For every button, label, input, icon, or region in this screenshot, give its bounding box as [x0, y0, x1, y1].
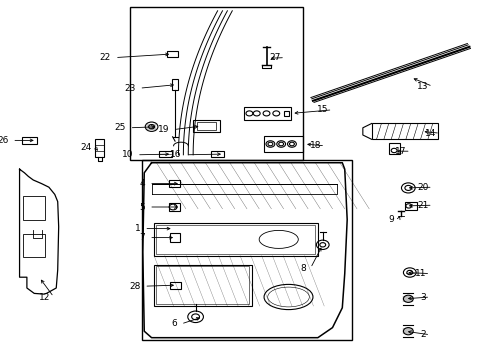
Text: 23: 23 — [124, 84, 135, 93]
Text: 27: 27 — [269, 53, 281, 62]
Bar — [171, 79, 178, 90]
Text: 10: 10 — [121, 150, 133, 159]
Bar — [170, 233, 180, 242]
Text: 1: 1 — [134, 224, 140, 233]
Bar — [154, 265, 251, 306]
Bar — [129, 7, 303, 160]
Bar — [23, 196, 45, 220]
Text: 8: 8 — [300, 264, 306, 273]
Text: 20: 20 — [417, 183, 428, 192]
Bar — [156, 266, 249, 304]
Bar — [23, 234, 45, 257]
Bar — [197, 122, 215, 130]
Text: 3: 3 — [420, 292, 426, 302]
Text: 24: 24 — [80, 143, 91, 152]
Text: 19: 19 — [158, 125, 169, 134]
Text: 12: 12 — [39, 292, 50, 302]
Text: 5: 5 — [139, 202, 145, 211]
Text: 11: 11 — [414, 269, 426, 278]
Text: 9: 9 — [388, 215, 394, 224]
Text: 22: 22 — [100, 53, 111, 62]
Bar — [211, 151, 224, 157]
Bar — [142, 160, 351, 340]
Text: 6: 6 — [171, 320, 177, 328]
Bar — [193, 120, 220, 132]
Bar — [371, 123, 437, 139]
Bar — [168, 180, 180, 187]
Bar — [95, 139, 104, 157]
Text: 28: 28 — [129, 282, 140, 291]
Bar — [244, 107, 290, 120]
Bar — [404, 202, 416, 210]
Text: 4: 4 — [139, 179, 145, 188]
Bar — [284, 111, 288, 116]
Bar — [154, 223, 317, 256]
Text: 14: 14 — [424, 129, 435, 138]
Text: 25: 25 — [114, 123, 125, 132]
Bar — [156, 225, 315, 254]
Text: 21: 21 — [417, 201, 428, 210]
Bar — [22, 137, 37, 144]
Bar — [170, 282, 181, 289]
Text: 18: 18 — [309, 141, 321, 150]
Text: 15: 15 — [316, 105, 328, 114]
Bar — [166, 51, 177, 57]
Text: 26: 26 — [0, 136, 8, 145]
Text: 17: 17 — [394, 147, 406, 156]
Text: 16: 16 — [170, 150, 182, 159]
Text: 7: 7 — [139, 233, 145, 242]
Bar — [159, 151, 171, 157]
Bar — [388, 143, 399, 154]
Bar — [169, 203, 180, 211]
Text: 13: 13 — [416, 82, 428, 91]
Bar — [264, 136, 303, 152]
Text: 2: 2 — [420, 330, 426, 339]
